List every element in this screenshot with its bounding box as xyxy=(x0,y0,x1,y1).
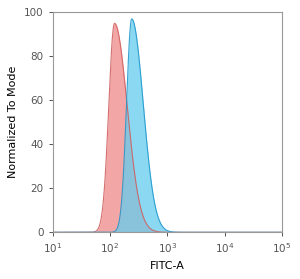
X-axis label: FITC-A: FITC-A xyxy=(150,261,185,271)
Y-axis label: Normalized To Mode: Normalized To Mode xyxy=(8,66,18,179)
